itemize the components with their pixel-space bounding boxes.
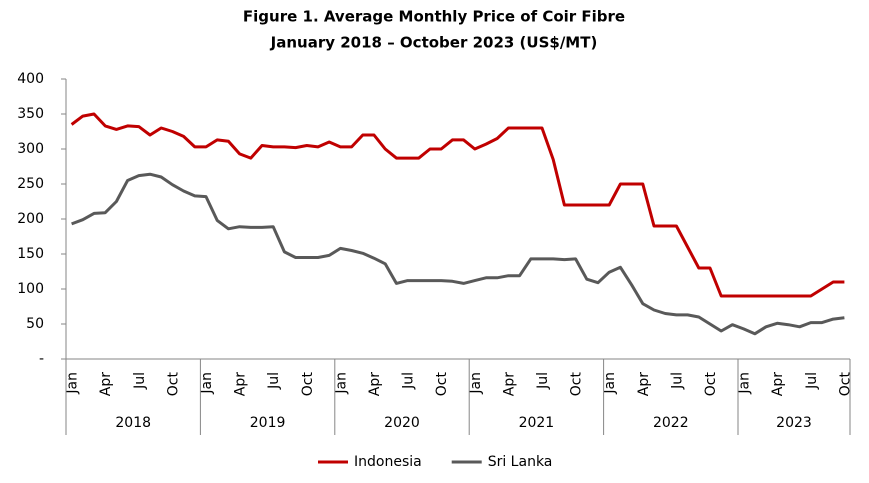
y-tick-label: 100 [17, 281, 44, 297]
y-tick-label: 400 [17, 71, 44, 87]
x-tick-label: Jul [804, 372, 820, 390]
x-tick-label: Jul [132, 372, 148, 390]
x-tick-label: Apr [636, 372, 652, 396]
legend-label: Indonesia [354, 454, 422, 470]
x-tick-label: Jul [669, 372, 685, 390]
x-group-label: 2019 [250, 415, 286, 431]
x-tick-label: Jan [333, 372, 349, 395]
x-tick-label: Jan [602, 372, 618, 395]
x-tick-label: Jan [468, 372, 484, 395]
x-tick-label: Jan [65, 372, 81, 395]
x-tick-label: Apr [501, 372, 517, 396]
x-tick-label: Apr [367, 372, 383, 396]
x-tick-label: Oct [300, 372, 316, 397]
y-tick-label: 350 [17, 106, 44, 122]
x-tick-label: Oct [165, 372, 181, 397]
x-tick-label: Oct [569, 372, 585, 397]
x-group-label: 2020 [384, 415, 420, 431]
x-tick-label: Jul [535, 372, 551, 390]
y-tick-label: 50 [26, 316, 44, 332]
x-tick-label: Jan [737, 372, 753, 395]
x-tick-label: Jul [401, 372, 417, 390]
y-tick-label: 250 [17, 176, 44, 192]
x-group-label: 2022 [653, 415, 689, 431]
x-tick-label: Apr [98, 372, 114, 396]
x-tick-label: Apr [770, 372, 786, 396]
series-line [71, 172, 845, 336]
x-group-label: 2021 [519, 415, 555, 431]
chart-subtitle: January 2018 – October 2023 (US$/MT) [270, 34, 598, 52]
x-tick-label: Oct [703, 372, 719, 397]
y-tick-label: 300 [17, 141, 44, 157]
x-tick-label: Jul [266, 372, 282, 390]
chart-title: Figure 1. Average Monthly Price of Coir … [243, 8, 625, 26]
y-tick-label: - [39, 351, 44, 367]
y-tick-label: 150 [17, 246, 44, 262]
x-tick-label: Jan [199, 372, 215, 395]
x-tick-label: Oct [837, 372, 853, 397]
series-line [70, 112, 845, 298]
x-group-label: 2023 [776, 415, 812, 431]
x-tick-label: Oct [434, 372, 450, 397]
x-group-label: 2018 [115, 415, 151, 431]
x-tick-label: Apr [233, 372, 249, 396]
legend-label: Sri Lanka [488, 454, 553, 470]
y-tick-label: 200 [17, 211, 44, 227]
